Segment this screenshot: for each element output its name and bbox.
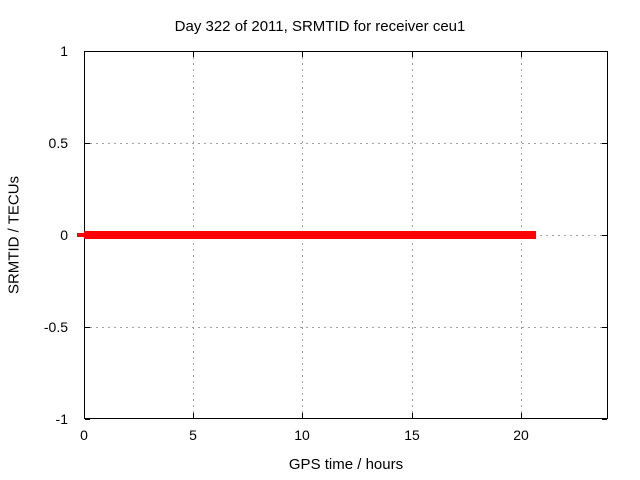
gridline-y--0.5 bbox=[84, 327, 608, 328]
x-tick-top-5 bbox=[193, 52, 194, 57]
y-tick-label--1: -1 bbox=[55, 411, 68, 427]
x-tick-bottom-0 bbox=[84, 413, 85, 418]
y-tick-left--0.5 bbox=[85, 327, 90, 328]
y-tick-label-1: 1 bbox=[60, 43, 68, 59]
y-tick-label-0.5: 0.5 bbox=[48, 135, 68, 151]
x-tick-label-15: 15 bbox=[404, 427, 420, 443]
y-tick-label-0: 0 bbox=[60, 227, 68, 243]
x-tick-bottom-15 bbox=[412, 413, 413, 418]
y-tick-right-0 bbox=[602, 235, 607, 236]
y-tick-label--0.5: -0.5 bbox=[43, 319, 68, 335]
series-srmtid-segment bbox=[84, 231, 536, 239]
y-tick-left--1 bbox=[85, 419, 90, 420]
x-tick-top-0 bbox=[84, 52, 85, 57]
x-tick-top-15 bbox=[412, 52, 413, 57]
y-tick-left-0.5 bbox=[85, 143, 90, 144]
x-tick-top-20 bbox=[521, 52, 522, 57]
x-tick-bottom-10 bbox=[302, 413, 303, 418]
y-tick-right--1 bbox=[602, 419, 607, 420]
x-axis-label: GPS time / hours bbox=[288, 456, 404, 473]
y-tick-right-1 bbox=[602, 51, 607, 52]
series-srmtid-startcap bbox=[77, 233, 84, 237]
y-tick-right-0.5 bbox=[602, 143, 607, 144]
gridline-y-0.5 bbox=[84, 143, 608, 144]
x-tick-label-0: 0 bbox=[80, 427, 88, 443]
x-tick-bottom-20 bbox=[521, 413, 522, 418]
chart-title: Day 322 of 2011, SRMTID for receiver ceu… bbox=[174, 18, 466, 35]
y-tick-right--0.5 bbox=[602, 327, 607, 328]
x-tick-label-10: 10 bbox=[294, 427, 310, 443]
x-tick-top-10 bbox=[302, 52, 303, 57]
y-tick-left-1 bbox=[85, 51, 90, 52]
x-tick-label-20: 20 bbox=[513, 427, 529, 443]
x-tick-bottom-5 bbox=[193, 413, 194, 418]
x-tick-label-5: 5 bbox=[189, 427, 197, 443]
